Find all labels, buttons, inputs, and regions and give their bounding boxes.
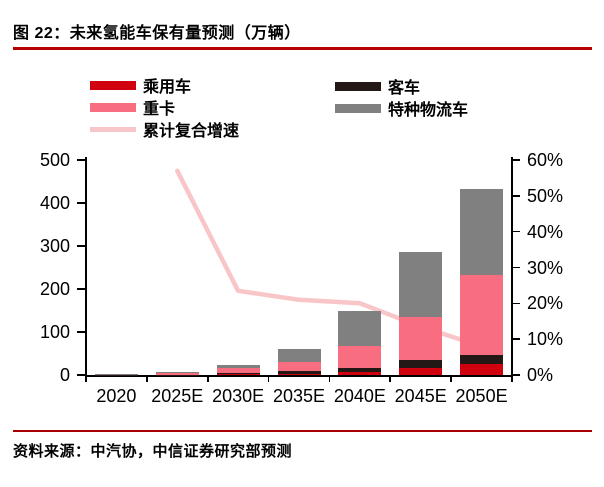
- x-axis-category-label: 2035E: [272, 386, 326, 406]
- x-axis-tick: [146, 377, 148, 382]
- left-axis-tick-label: 100: [39, 322, 70, 342]
- x-axis-category-label: 2040E: [333, 386, 386, 406]
- right-axis-tick-label: 50%: [527, 185, 564, 206]
- bar-segment-bus-2040E: [338, 368, 382, 372]
- bar-segment-truck-2030E: [216, 368, 260, 373]
- bar-segment-logistics-2040E: [338, 311, 382, 346]
- x-axis-tick: [450, 377, 452, 382]
- bar-segment-logistics-2045E: [399, 252, 443, 317]
- left-axis-tick: [77, 202, 85, 204]
- x-axis-tick: [389, 377, 392, 382]
- x-axis-category-label: 2025E: [151, 386, 204, 406]
- bar-segment-logistics-2035E: [277, 349, 321, 363]
- bar-segment-truck-2035E: [277, 362, 321, 371]
- right-axis-tick: [512, 374, 520, 376]
- right-axis-tick-label: 60%: [527, 150, 564, 170]
- bar-segment-bus-2020: [94, 374, 138, 376]
- bar-segment-passenger-2030E: [216, 374, 260, 375]
- legend-label-passenger: 乘用车: [143, 79, 192, 96]
- bar-segment-bus-2045E: [399, 359, 443, 369]
- left-axis-tick: [77, 159, 85, 161]
- bar-segment-bus-2030E: [216, 372, 260, 375]
- right-axis-line: [511, 157, 513, 377]
- x-axis-tick: [511, 377, 513, 382]
- footer-rule: [13, 430, 592, 432]
- x-axis-category-label: 2045E: [394, 386, 447, 406]
- bar-segment-truck-2025E: [155, 372, 199, 375]
- left-axis-tick-label: 500: [39, 150, 70, 170]
- legend-item-growth-line: 累计复合增速: [90, 117, 239, 141]
- right-axis-tick: [512, 230, 520, 233]
- right-axis-tick-label: 0%: [527, 365, 554, 385]
- bar-segment-logistics-2030E: [216, 364, 260, 369]
- truck-swatch-icon: [90, 102, 136, 112]
- bar-segment-bus-2050E: [460, 355, 504, 365]
- bar-segment-logistics-2025E: [155, 371, 199, 373]
- source-note: 资料来源：中汽协，中信证券研究部预测: [13, 443, 293, 460]
- left-axis-tick-label: 300: [39, 236, 70, 256]
- right-axis-tick-label: 20%: [527, 293, 564, 314]
- bar-segment-passenger-2040E: [338, 371, 382, 375]
- left-axis-line: [85, 157, 87, 377]
- x-axis-category-label: 2020: [96, 386, 137, 406]
- x-axis-tick: [328, 377, 331, 382]
- legend-item-bus: 客车: [335, 74, 420, 98]
- bar-segment-bus-2025E: [155, 374, 199, 376]
- bar-segment-truck-2040E: [338, 345, 382, 369]
- bar-segment-logistics-2050E: [460, 189, 504, 276]
- right-axis-tick-label: 30%: [527, 257, 564, 278]
- x-axis-tick: [85, 377, 87, 382]
- legend-label-logistics: 特种物流车: [388, 102, 469, 119]
- figure-title: 图 22：未来氢能车保有量预测（万辆）: [13, 25, 301, 42]
- title-rule: [13, 47, 592, 50]
- bar-segment-truck-2050E: [460, 275, 504, 356]
- bus-swatch-icon: [335, 81, 381, 91]
- left-axis-tick-label: 0: [59, 365, 70, 385]
- left-axis-tick-label: 200: [39, 279, 70, 299]
- x-axis-category-label: 2030E: [212, 386, 265, 406]
- left-axis-tick-label: 400: [39, 193, 70, 213]
- right-axis-tick: [512, 159, 520, 161]
- right-axis-tick-label: 10%: [527, 329, 564, 350]
- left-axis-tick: [77, 288, 85, 290]
- right-axis-tick-label: 40%: [527, 221, 564, 242]
- legend-label-bus: 客车: [388, 80, 421, 97]
- legend-label-growth-line: 累计复合增速: [143, 123, 240, 140]
- growth-line-swatch-icon: [90, 126, 136, 132]
- right-axis-tick: [512, 266, 520, 269]
- bar-segment-passenger-2035E: [277, 373, 321, 375]
- logistics-swatch-icon: [335, 103, 381, 113]
- x-axis-tick: [206, 377, 209, 382]
- x-axis-line: [85, 374, 513, 377]
- bar-segment-passenger-2045E: [399, 368, 443, 375]
- left-axis-tick: [77, 331, 85, 333]
- left-axis-tick: [77, 245, 85, 247]
- x-axis-tick: [267, 377, 270, 382]
- right-axis-tick: [512, 302, 520, 305]
- right-axis-tick: [512, 338, 520, 340]
- bar-segment-bus-2035E: [277, 370, 321, 374]
- right-axis-tick: [512, 195, 520, 197]
- passenger-swatch-icon: [90, 80, 136, 90]
- x-axis-category-label: 2050E: [455, 386, 508, 406]
- bar-segment-truck-2045E: [399, 316, 443, 360]
- legend-label-truck: 重卡: [143, 101, 176, 118]
- bar-segment-logistics-2020: [94, 374, 138, 375]
- bar-segment-passenger-2050E: [460, 364, 504, 375]
- legend-item-logistics: 特种物流车: [335, 96, 468, 120]
- legend-item-passenger: 乘用车: [90, 73, 191, 97]
- left-axis-tick: [77, 374, 85, 376]
- legend-item-truck: 重卡: [90, 95, 175, 119]
